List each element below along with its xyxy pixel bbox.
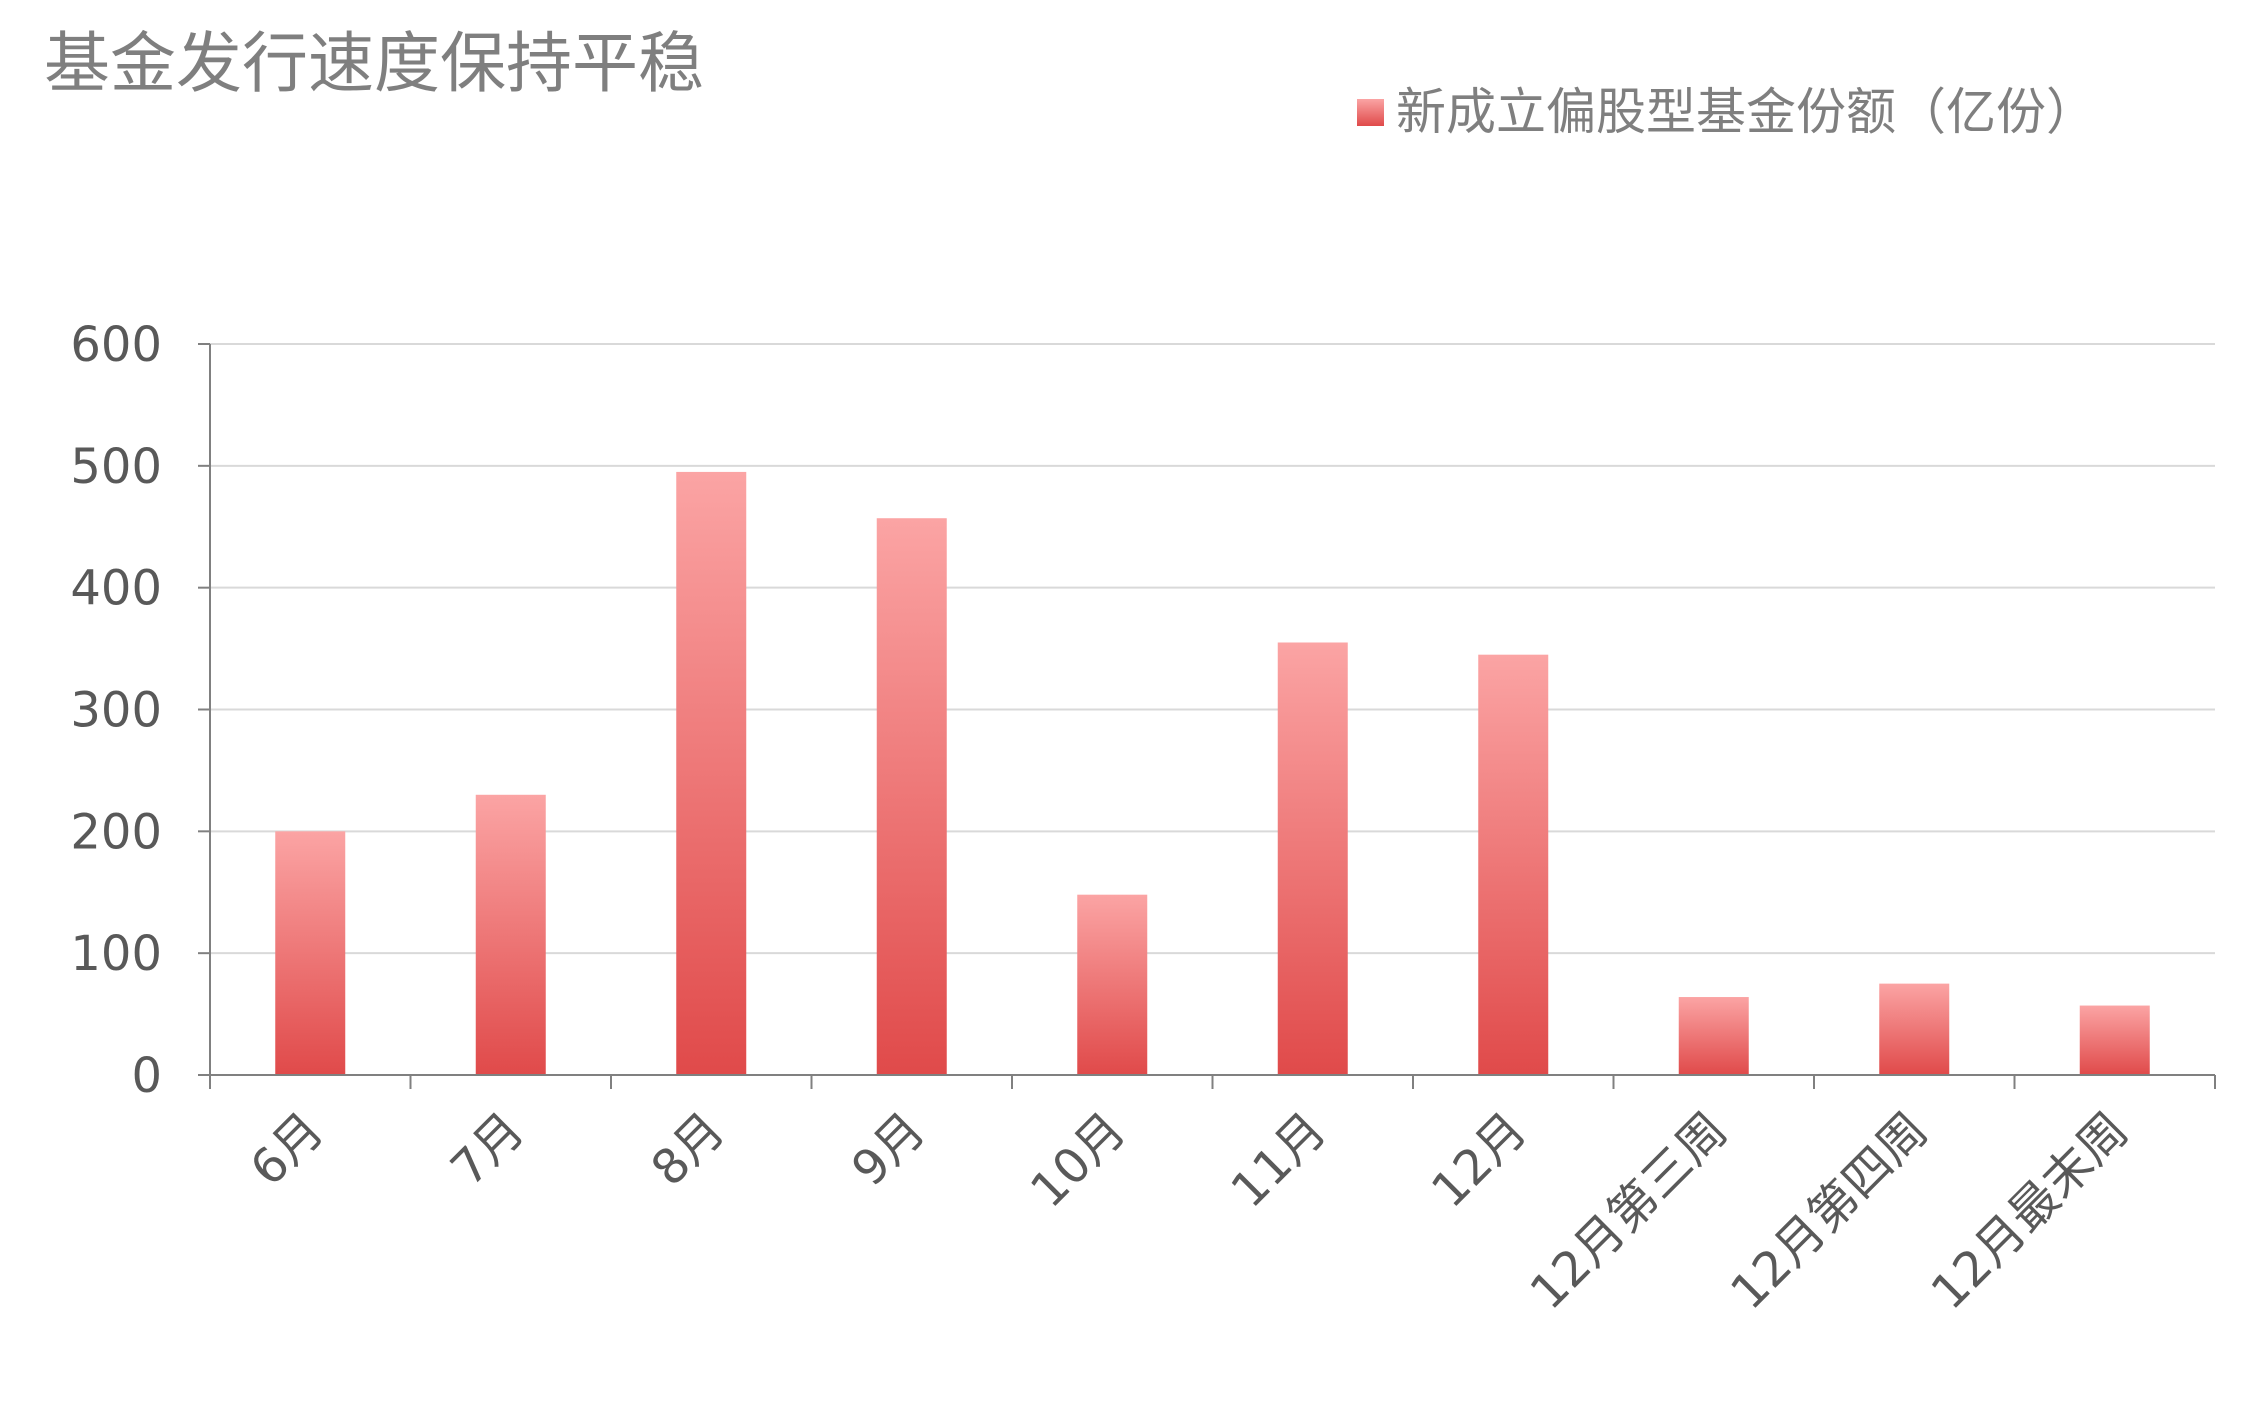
y-tick-labels: 0 100 200 300 400 500 600 [70,317,162,1104]
bars [275,471,2150,1075]
bar [1879,983,1950,1075]
x-tick-label: 10月 [1020,1102,1137,1219]
x-tick-label: 7月 [440,1102,535,1197]
x-tick-label: 12月最末周 [1921,1102,2140,1321]
y-tick-label: 100 [70,926,162,982]
axes [198,343,2216,1089]
x-tick-label: 9月 [841,1102,936,1197]
y-tick-label: 600 [70,317,162,373]
y-tick-label: 0 [131,1048,162,1104]
x-tick-label: 12月第四周 [1720,1102,1939,1321]
x-tick-label: 8月 [641,1102,736,1197]
legend-label: 新成立偏股型基金份额（亿份） [1396,83,2096,141]
legend-swatch [1357,98,1384,126]
bar [275,831,346,1075]
chart-title: 基金发行速度保持平稳 [44,25,704,102]
y-tick-label: 200 [70,804,162,860]
bar [1478,654,1549,1075]
y-tick-label: 400 [70,561,162,617]
chart-legend: 新成立偏股型基金份额（亿份） [1357,82,2096,142]
bar [876,518,947,1075]
bar [2079,1005,2150,1075]
bar [1277,642,1348,1075]
x-tick-label: 11月 [1220,1102,1337,1219]
bar [1077,894,1148,1075]
bar [475,794,546,1075]
x-tick-label: 12月 [1421,1102,1538,1219]
y-tick-label: 300 [70,683,162,739]
bar [676,471,747,1075]
y-tick-label: 500 [70,439,162,495]
x-tick-label: 12月第三周 [1520,1102,1739,1321]
x-tick-label: 6月 [240,1102,335,1197]
bar [1678,997,1749,1075]
